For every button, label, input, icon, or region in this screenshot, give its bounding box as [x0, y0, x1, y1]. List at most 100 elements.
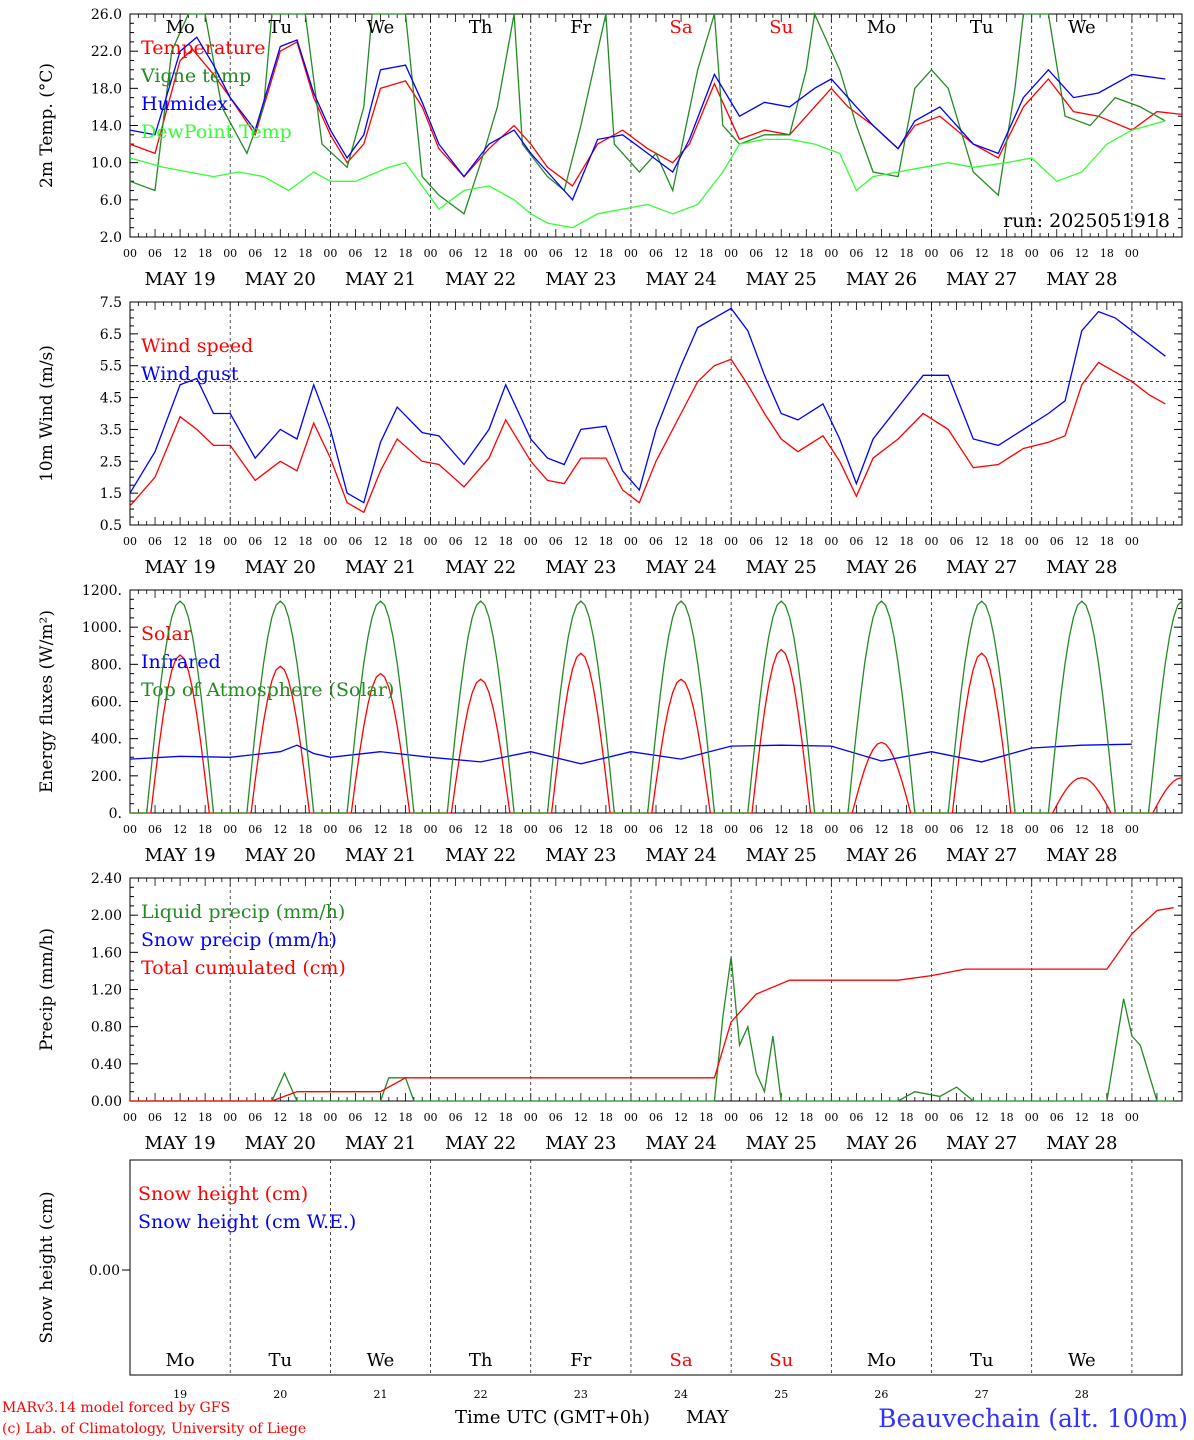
- y-tick-label: 800.: [91, 657, 122, 673]
- legend-entry: Total cumulated (cm): [141, 957, 346, 979]
- hour-label: 12: [474, 247, 488, 260]
- hour-label: 12: [173, 247, 187, 260]
- hour-label: 18: [699, 247, 713, 260]
- hour-label: 18: [799, 535, 813, 548]
- hour-label: 18: [1100, 535, 1114, 548]
- hour-label: 06: [1050, 1111, 1064, 1124]
- hour-label: 06: [749, 247, 763, 260]
- date-label: MAY 27: [946, 269, 1017, 290]
- hour-label: 00: [824, 1111, 838, 1124]
- hour-label: 18: [1000, 535, 1014, 548]
- date-label: MAY 25: [746, 845, 817, 866]
- legend-entry: Solar: [141, 623, 193, 645]
- date-label: MAY 28: [1046, 845, 1117, 866]
- date-label: MAY 26: [846, 845, 917, 866]
- hour-label: 12: [474, 1111, 488, 1124]
- hour-label: 00: [1025, 1111, 1039, 1124]
- hour-label: 06: [950, 535, 964, 548]
- hour-label: 18: [899, 1111, 913, 1124]
- hour-label: 06: [749, 535, 763, 548]
- panel-3: 0. 200. 400. 600. 800. 1000. 1200. Energy fluxe…: [37, 583, 1183, 866]
- hour-label: 00: [724, 823, 738, 836]
- date-label: MAY 24: [645, 1133, 716, 1154]
- day-number: 25: [774, 1388, 788, 1401]
- hour-label: 12: [1075, 823, 1089, 836]
- hour-label: 06: [449, 535, 463, 548]
- hour-label: 12: [373, 535, 387, 548]
- hour-label: 00: [424, 823, 438, 836]
- day-number: 23: [574, 1388, 588, 1401]
- hour-label: 06: [148, 823, 162, 836]
- date-label: MAY 28: [1046, 1133, 1117, 1154]
- hour-label: 00: [624, 247, 638, 260]
- hour-label: 12: [273, 535, 287, 548]
- hour-label: 06: [549, 1111, 563, 1124]
- hour-label: 00: [624, 535, 638, 548]
- hour-label: 00: [724, 247, 738, 260]
- hour-label: 06: [248, 823, 262, 836]
- hour-label: 06: [348, 823, 362, 836]
- day-label: Tu: [970, 17, 994, 38]
- day-label: Th: [469, 1350, 493, 1371]
- series-line-humidex: [129, 36, 1166, 202]
- hour-label: 06: [549, 823, 563, 836]
- y-tick-label: 0.00: [89, 1263, 120, 1279]
- hour-label: 00: [925, 535, 939, 548]
- day-label: We: [367, 17, 395, 38]
- run-label: run: 2025051918: [1003, 210, 1170, 232]
- day-number: 26: [874, 1388, 888, 1401]
- hour-label: 12: [1075, 1111, 1089, 1124]
- hour-label: 00: [123, 247, 137, 260]
- panel-2: 0.5 1.5 2.5 3.5 4.5 5.5 6.5 7.5 10m Wind (m/s) Wi…: [37, 295, 1183, 578]
- hour-label: 00: [1125, 823, 1139, 836]
- hour-label: 06: [849, 247, 863, 260]
- plot-frame: [129, 1159, 1183, 1376]
- hour-label: 18: [599, 823, 613, 836]
- day-number: 20: [273, 1388, 287, 1401]
- hour-label: 00: [624, 1111, 638, 1124]
- hour-label: 06: [1050, 247, 1064, 260]
- hour-label: 12: [874, 535, 888, 548]
- hour-label: 18: [399, 823, 413, 836]
- day-label: We: [1068, 17, 1096, 38]
- legend-entry: Liquid precip (mm/h): [141, 901, 345, 923]
- hour-label: 12: [874, 247, 888, 260]
- hour-label: 00: [524, 247, 538, 260]
- hour-label: 06: [849, 1111, 863, 1124]
- hour-label: 06: [148, 247, 162, 260]
- legend-entry: Wind speed: [141, 335, 253, 357]
- date-label: MAY 22: [445, 1133, 516, 1154]
- date-label: MAY 25: [746, 557, 817, 578]
- date-label: MAY 23: [545, 557, 616, 578]
- hour-label: 18: [399, 535, 413, 548]
- y-tick-label: 6.0: [100, 193, 122, 209]
- hour-label: 00: [123, 535, 137, 548]
- date-label: MAY 28: [1046, 557, 1117, 578]
- legend-entry: DewPoint Temp: [141, 121, 292, 143]
- hour-label: 00: [1125, 1111, 1139, 1124]
- series-line-dewpoint-temp: [129, 120, 1166, 229]
- date-label: MAY 20: [245, 1133, 316, 1154]
- day-label: Mo: [867, 17, 896, 38]
- date-label: MAY 24: [645, 557, 716, 578]
- date-label: MAY 25: [746, 1133, 817, 1154]
- legend-entry: Snow height (cm): [138, 1183, 308, 1205]
- station-label: Beauvechain (alt. 100m): [878, 1404, 1188, 1433]
- series-line-vigne-temp: [129, 11, 1166, 215]
- day-number: 22: [474, 1388, 488, 1401]
- day-label: Mo: [165, 17, 194, 38]
- hour-label: 18: [699, 535, 713, 548]
- hour-label: 12: [574, 823, 588, 836]
- date-label: MAY 26: [846, 269, 917, 290]
- y-tick-label: 600.: [91, 695, 122, 711]
- hour-label: 06: [248, 535, 262, 548]
- hour-label: 00: [1125, 535, 1139, 548]
- date-label: MAY 28: [1046, 269, 1117, 290]
- hour-label: 18: [298, 1111, 312, 1124]
- hour-label: 00: [424, 535, 438, 548]
- legend-entry: Top of Atmosphere (Solar): [141, 679, 394, 701]
- model-credit: MARv3.14 model forced by GFS: [2, 1400, 230, 1416]
- date-label: MAY 22: [445, 557, 516, 578]
- day-label: Tu: [268, 17, 292, 38]
